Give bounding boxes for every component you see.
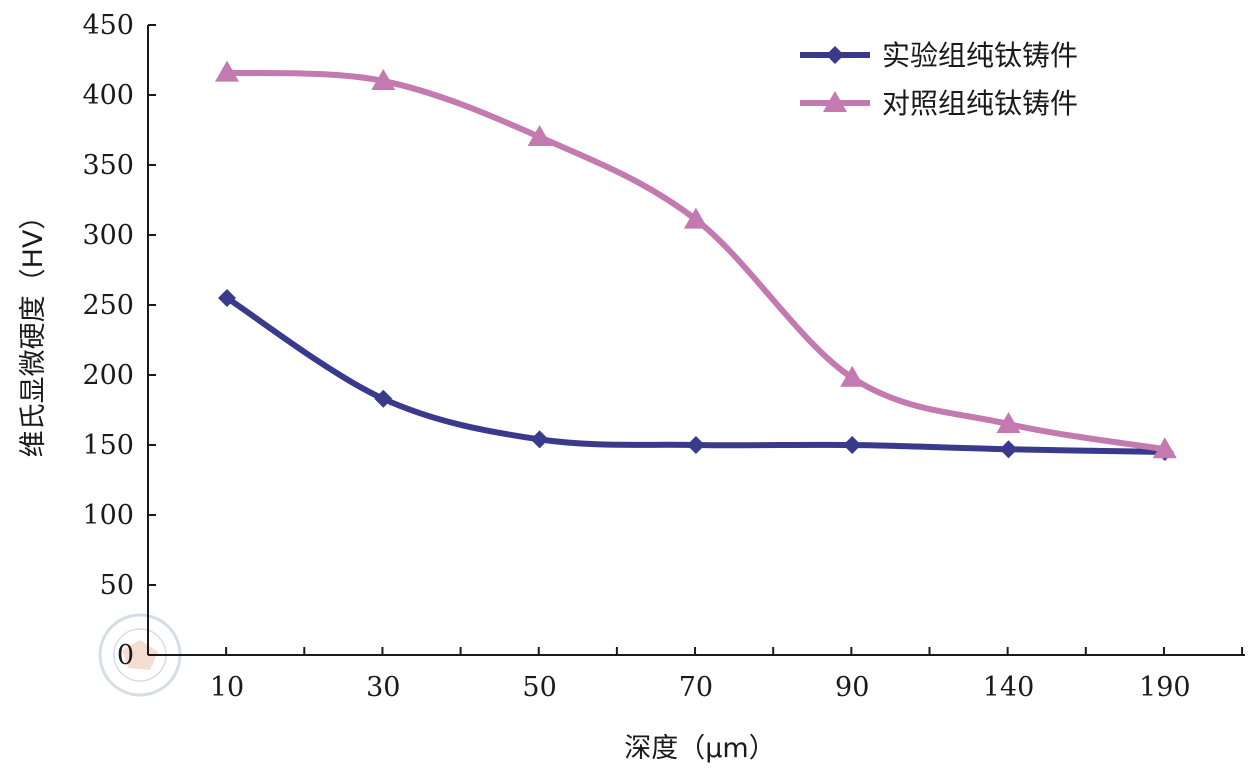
y-tick-label: 300 bbox=[82, 220, 134, 251]
chart-axes: 0 50 100 150 200 250 300 350 400 450 10 30 50 70 90 140… bbox=[18, 10, 1245, 764]
y-tick-label: 450 bbox=[82, 10, 134, 41]
y-tick-label: 150 bbox=[82, 430, 134, 461]
x-tick-label: 70 bbox=[679, 672, 713, 703]
y-tick-label: 350 bbox=[82, 150, 134, 181]
y-axis-title: 维氏显微硬度（HV） bbox=[18, 203, 49, 458]
legend-item: 实验组纯钛铸件 bbox=[800, 39, 1078, 72]
x-tick-label: 90 bbox=[835, 672, 869, 703]
data-point bbox=[840, 365, 865, 387]
x-tick-label: 190 bbox=[1139, 672, 1191, 703]
x-axis-title: 深度（μm） bbox=[624, 733, 775, 764]
x-tick-label: 50 bbox=[522, 672, 556, 703]
legend-marker bbox=[826, 46, 844, 64]
data-point bbox=[996, 412, 1021, 433]
legend-label: 实验组纯钛铸件 bbox=[882, 39, 1078, 72]
legend-item: 对照组纯钛铸件 bbox=[800, 87, 1078, 120]
legend-label: 对照组纯钛铸件 bbox=[882, 87, 1078, 120]
y-tick-label: 400 bbox=[82, 80, 134, 111]
x-tick-label: 30 bbox=[366, 672, 400, 703]
data-point bbox=[530, 430, 549, 449]
series-1 bbox=[218, 289, 1174, 461]
data-point bbox=[527, 125, 552, 146]
data-point bbox=[843, 436, 862, 454]
data-point bbox=[374, 389, 393, 408]
chart-series-layer bbox=[215, 60, 1177, 461]
data-point bbox=[686, 436, 705, 454]
y-tick-label: 50 bbox=[100, 570, 134, 601]
x-tick-label: 10 bbox=[210, 672, 244, 703]
x-tick-label: 140 bbox=[983, 672, 1035, 703]
data-point bbox=[999, 440, 1018, 459]
y-tick-label: 100 bbox=[82, 500, 134, 531]
y-tick-label: 0 bbox=[117, 640, 134, 671]
y-tick-label: 200 bbox=[82, 360, 134, 391]
legend-marker bbox=[823, 91, 847, 112]
y-tick-label: 250 bbox=[82, 290, 134, 321]
data-point bbox=[1152, 437, 1177, 459]
data-point bbox=[215, 60, 239, 82]
data-point bbox=[371, 69, 396, 90]
series-2 bbox=[215, 60, 1177, 459]
data-point bbox=[683, 207, 708, 229]
data-point bbox=[218, 289, 236, 307]
